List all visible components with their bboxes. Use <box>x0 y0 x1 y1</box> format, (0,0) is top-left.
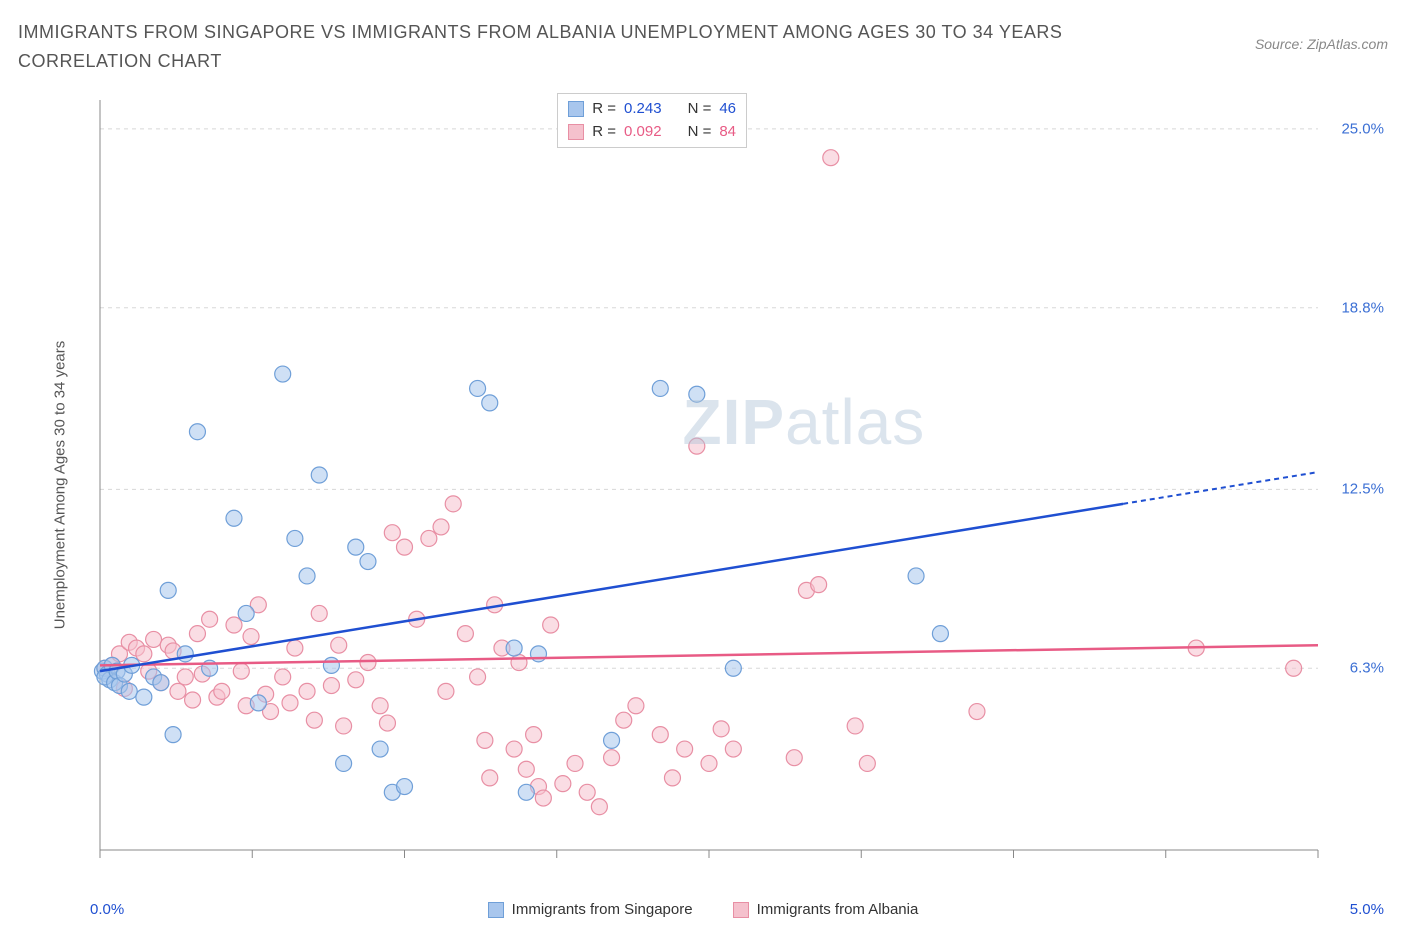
stats-row-a: R = 0.243 N = 46 <box>568 98 736 121</box>
n-value-b: 84 <box>719 121 736 144</box>
chart-title: IMMIGRANTS FROM SINGAPORE VS IMMIGRANTS … <box>18 18 1118 76</box>
r-value-b: 0.092 <box>624 121 662 144</box>
swatch-singapore <box>568 101 584 117</box>
plot-region: ZIPatlas R = 0.243 N = 46 R = 0.092 N = … <box>90 90 1388 880</box>
legend-item-singapore: Immigrants from Singapore <box>488 901 693 918</box>
n-value-a: 46 <box>719 98 736 121</box>
swatch-albania <box>568 124 584 140</box>
title-bar: IMMIGRANTS FROM SINGAPORE VS IMMIGRANTS … <box>18 18 1388 76</box>
r-label-b: R = <box>592 121 616 144</box>
y-tick-label: 18.8% <box>1341 299 1384 316</box>
y-tick-label: 12.5% <box>1341 481 1384 498</box>
stats-box: R = 0.243 N = 46 R = 0.092 N = 84 <box>557 93 747 148</box>
legend-swatch-singapore <box>488 902 504 918</box>
legend-label-albania: Immigrants from Albania <box>757 901 919 918</box>
y-tick-label: 25.0% <box>1341 120 1384 137</box>
legend-item-albania: Immigrants from Albania <box>733 901 919 918</box>
n-label-b: N = <box>688 121 712 144</box>
r-value-a: 0.243 <box>624 98 662 121</box>
scatter-plot-svg <box>90 90 1388 880</box>
y-tick-label: 6.3% <box>1350 660 1384 677</box>
n-label-a: N = <box>688 98 712 121</box>
y-axis-label: Unemployment Among Ages 30 to 34 years <box>52 341 69 630</box>
bottom-legend: Immigrants from Singapore Immigrants fro… <box>0 901 1406 918</box>
legend-label-singapore: Immigrants from Singapore <box>512 901 693 918</box>
legend-swatch-albania <box>733 902 749 918</box>
source-label: Source: ZipAtlas.com <box>1255 36 1388 52</box>
stats-row-b: R = 0.092 N = 84 <box>568 121 736 144</box>
r-label-a: R = <box>592 98 616 121</box>
chart-area: Unemployment Among Ages 30 to 34 years Z… <box>50 90 1388 880</box>
